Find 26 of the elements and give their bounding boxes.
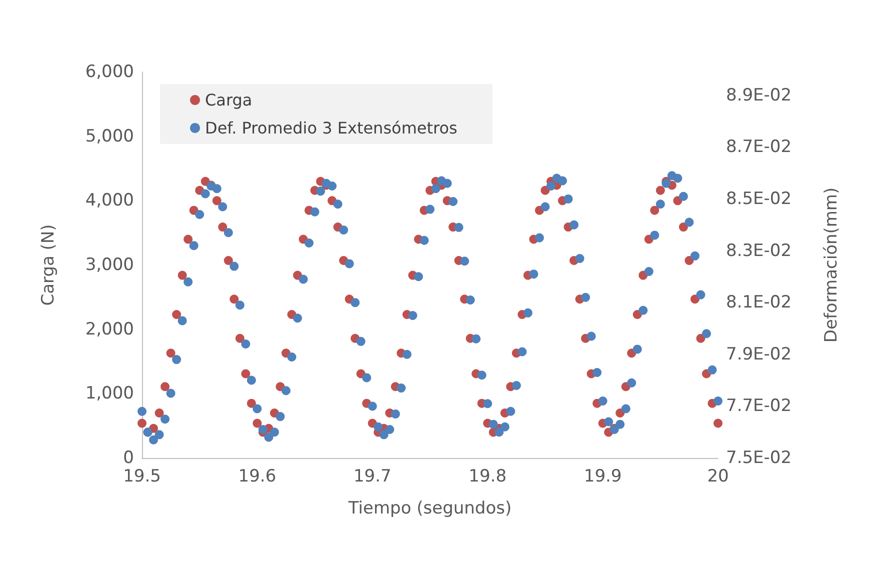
x-axis-title: Tiempo (segundos) <box>347 498 512 518</box>
legend-label: Def. Promedio 3 Extensómetros <box>205 118 458 138</box>
y2-tick-label: 8.7E-02 <box>726 137 792 158</box>
y2-tick-label: 8.5E-02 <box>726 188 792 209</box>
x-tick-label: 19.6 <box>238 466 276 486</box>
y2-tick-label: 7.5E-02 <box>726 448 792 468</box>
y2-tick-label: 7.9E-02 <box>726 344 792 364</box>
x-tick-label: 19.7 <box>353 466 392 486</box>
y2-tick-label: 7.7E-02 <box>726 396 792 416</box>
y-tick-label: 2,000 <box>85 319 134 340</box>
y2-axis-title: Deformación(mm) <box>822 187 842 343</box>
x-tick-label: 19.9 <box>584 466 622 486</box>
y2-tick-label: 8.9E-02 <box>726 85 792 106</box>
y-tick-label: 0 <box>123 448 134 468</box>
y-tick-label: 6,000 <box>85 62 134 82</box>
y-axis-title: Carga (N) <box>38 224 58 306</box>
y-tick-label: 4,000 <box>85 190 134 211</box>
y-tick-label: 5,000 <box>85 126 134 146</box>
legend-label: Carga <box>205 90 252 110</box>
y-tick-label: 1,000 <box>85 384 134 404</box>
y2-tick-label: 8.3E-02 <box>726 240 792 261</box>
y-tick-label: 3,000 <box>85 255 134 275</box>
x-tick-label: 19.8 <box>468 466 507 486</box>
x-tick-label: 20 <box>707 466 729 486</box>
y2-tick-label: 8.1E-02 <box>726 292 792 313</box>
x-tick-label: 19.5 <box>123 466 161 486</box>
